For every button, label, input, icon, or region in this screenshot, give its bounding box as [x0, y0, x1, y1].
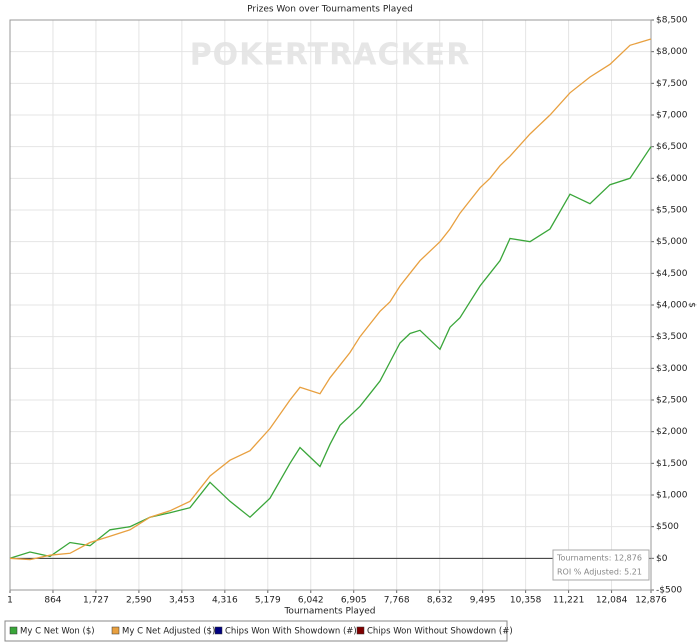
- x-tick-label: 6,905: [341, 596, 367, 606]
- y-tick-label: $2,000: [656, 427, 688, 437]
- x-axis-label: Tournaments Played: [283, 607, 375, 617]
- y-tick-label: $6,500: [656, 142, 688, 152]
- legend-label: Chips Won With Showdown (#): [225, 627, 357, 637]
- y-tick-label: $3,000: [656, 364, 688, 374]
- x-tick-label: 6,042: [298, 596, 324, 606]
- x-tick-label: 1: [7, 596, 13, 606]
- info-box: [552, 549, 650, 581]
- y-tick-label: $6,000: [656, 174, 688, 184]
- y-tick-label: $2,500: [656, 396, 688, 406]
- legend-label: Chips Won Without Showdown (#): [367, 627, 513, 637]
- x-tick-label: 864: [44, 596, 61, 606]
- chart-title: Prizes Won over Tournaments Played: [247, 5, 413, 15]
- plot-border: [9, 19, 652, 591]
- y-tick-label: $8,000: [656, 47, 688, 57]
- series-line: [9, 38, 652, 561]
- legend-swatch: [111, 626, 120, 635]
- y-tick-label: $500: [656, 522, 679, 532]
- x-tick-label: 5,179: [255, 596, 281, 606]
- legend-label: My C Net Won ($): [20, 627, 95, 637]
- y-tick-label: $0: [656, 554, 668, 564]
- y-tick-label: $8,500: [656, 16, 688, 26]
- x-tick-label: 2,590: [126, 596, 152, 606]
- x-tick-label: 12,876: [635, 596, 667, 606]
- legend-box: [4, 620, 508, 642]
- x-tick-label: 3,453: [169, 596, 195, 606]
- legend-label: My C Net Adjusted ($): [122, 627, 215, 637]
- x-tick-label: 4,316: [212, 596, 238, 606]
- info-text: Tournaments: 12,876: [556, 554, 642, 563]
- legend-swatch: [9, 626, 18, 635]
- y-tick-label: $7,500: [656, 79, 688, 89]
- x-tick-label: 12,084: [596, 596, 628, 606]
- legend-swatch: [356, 626, 365, 635]
- x-tick-label: 10,358: [510, 596, 542, 606]
- y-tick-label: -$500: [656, 586, 682, 596]
- y-tick-label: $5,000: [656, 237, 688, 247]
- y-axis-label: $: [687, 302, 697, 308]
- x-tick-label: 8,632: [427, 596, 453, 606]
- y-tick-label: $7,000: [656, 111, 688, 121]
- x-tick-label: 9,495: [470, 596, 496, 606]
- y-tick-label: $4,500: [656, 269, 688, 279]
- y-tick-label: $4,000: [656, 301, 688, 311]
- y-tick-label: $1,000: [656, 491, 688, 501]
- y-tick-label: $5,500: [656, 206, 688, 216]
- x-tick-label: 1,727: [83, 596, 109, 606]
- watermark: POKERTRACKER: [190, 38, 471, 73]
- x-tick-label: 7,768: [384, 596, 410, 606]
- info-text: ROI % Adjusted: 5.21: [557, 568, 642, 577]
- x-tick-label: 11,221: [553, 596, 585, 606]
- y-tick-label: $3,500: [656, 332, 688, 342]
- y-tick-label: $1,500: [656, 459, 688, 469]
- legend-swatch: [214, 626, 223, 635]
